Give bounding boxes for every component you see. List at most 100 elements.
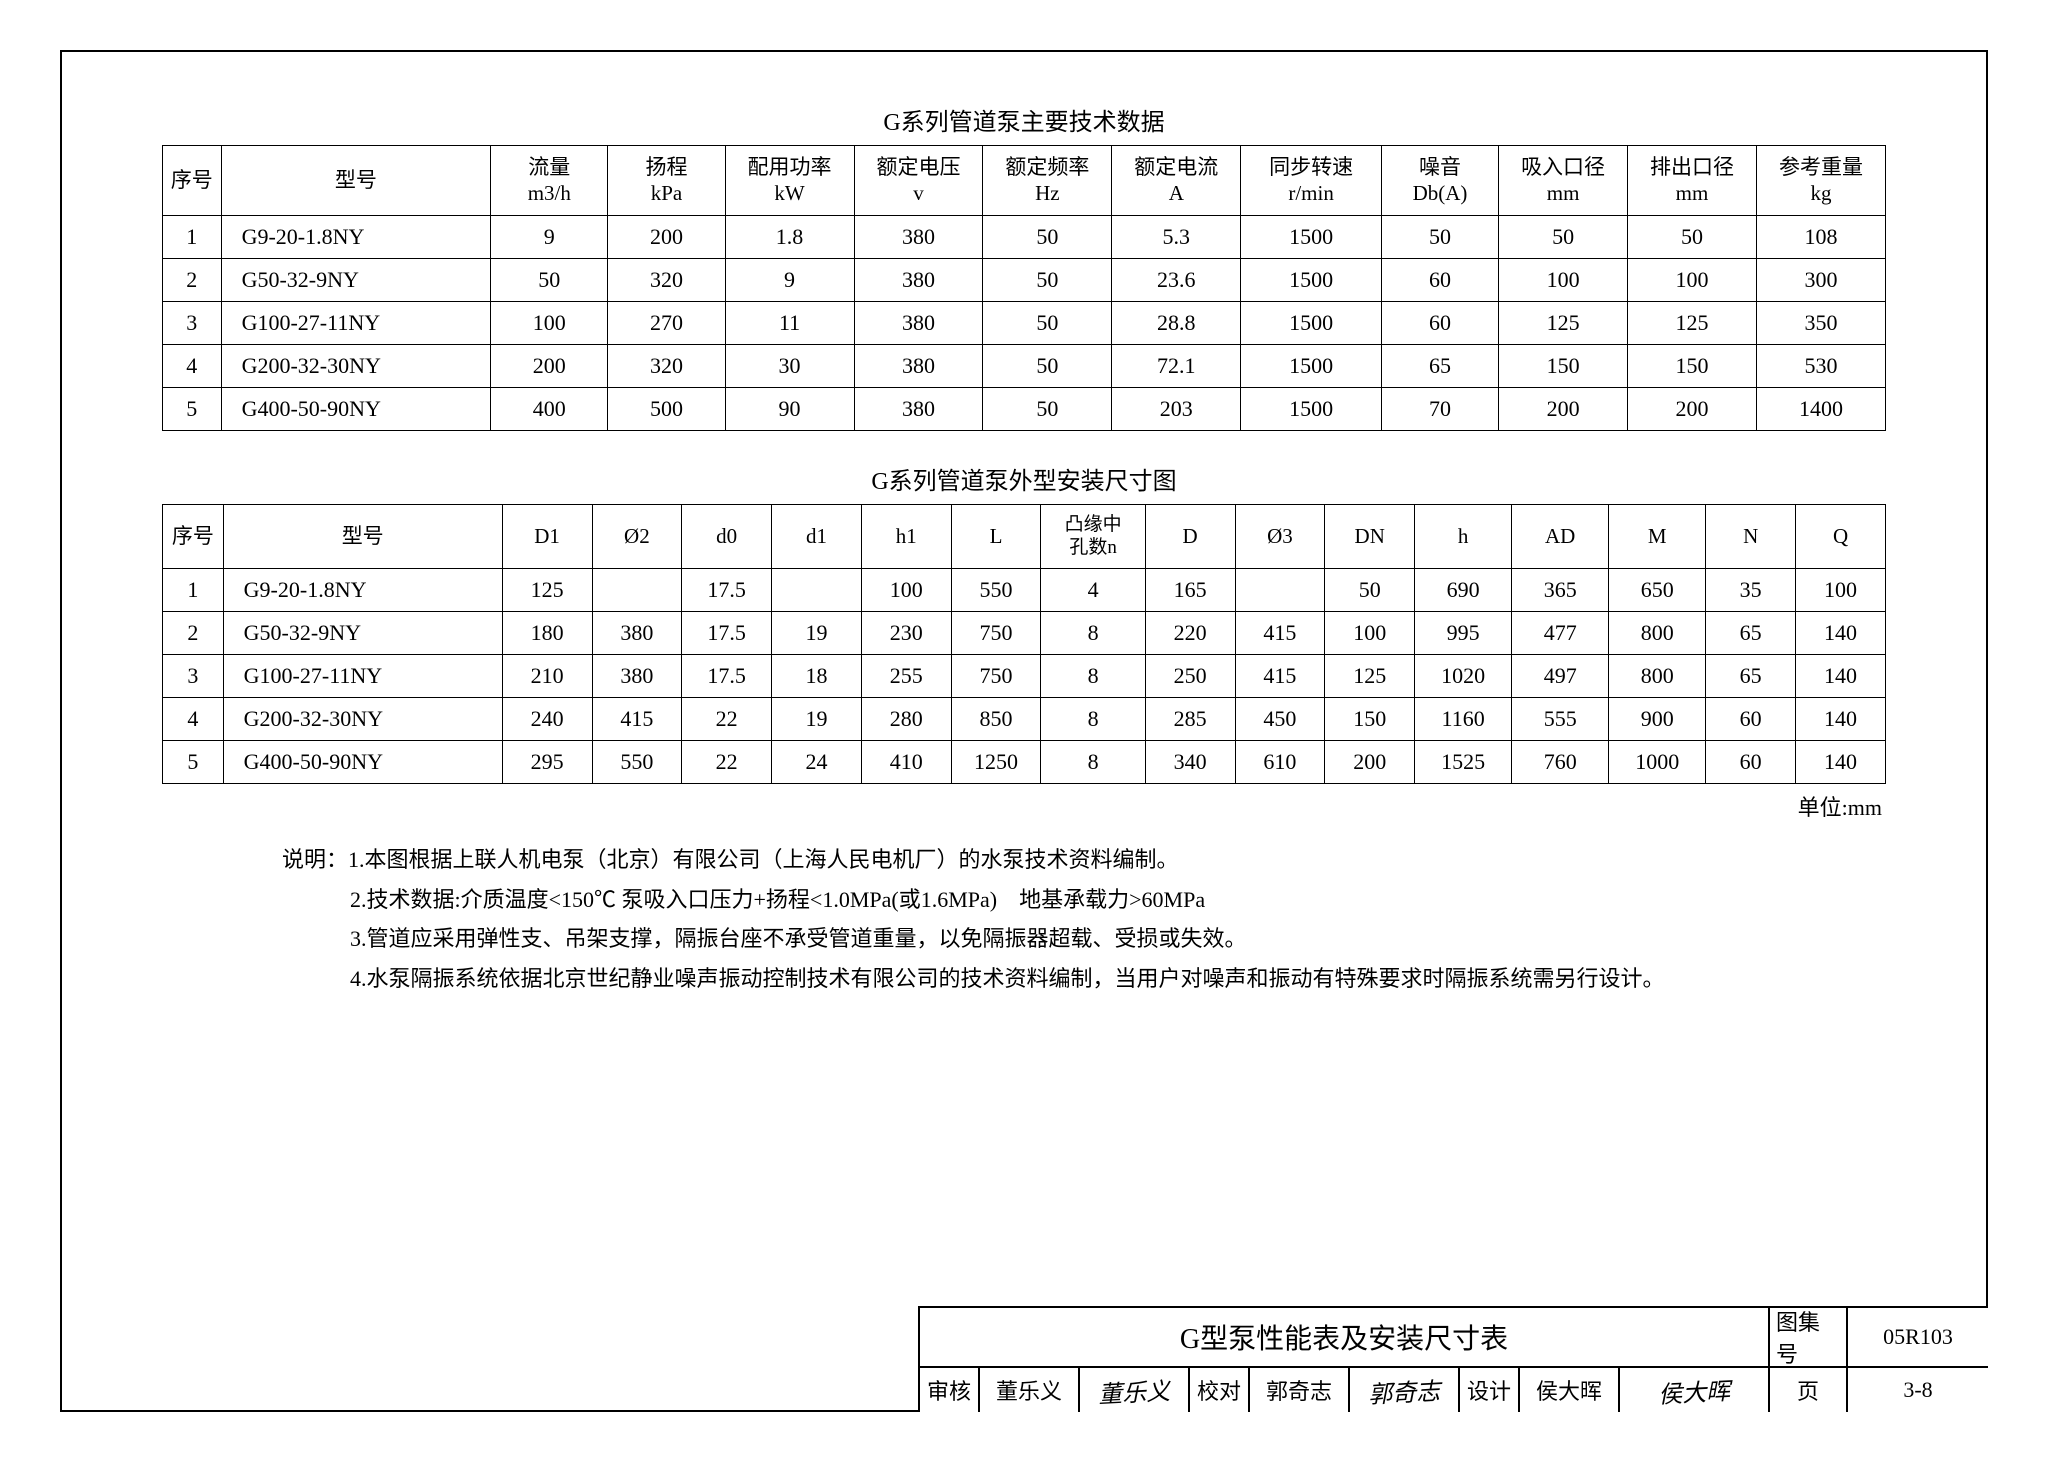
table2-cell: 555 (1512, 698, 1609, 741)
table1-cell: 125 (1499, 301, 1628, 344)
table1-cell: 200 (1628, 387, 1757, 430)
table2-cell: G400-50-90NY (223, 741, 502, 784)
table1-header-3: 扬程kPa (608, 146, 725, 216)
table2-cell: 415 (1235, 612, 1325, 655)
table-row: 5G400-50-90NY400500903805020315007020020… (163, 387, 1886, 430)
check-signature: 郭奇志 (1350, 1368, 1460, 1412)
table2-header-1: 型号 (223, 504, 502, 569)
table2-cell: 280 (861, 698, 951, 741)
table-row: 1G9-20-1.8NY12517.5100550416550690365650… (163, 569, 1886, 612)
table2-cell: 8 (1041, 655, 1145, 698)
table1-cell: 2 (163, 258, 222, 301)
table1-cell: 150 (1628, 344, 1757, 387)
design-signature: 侯大晖 (1620, 1368, 1770, 1412)
table2-cell: 5 (163, 741, 224, 784)
table2-cell: 250 (1145, 655, 1235, 698)
table2-cell: 65 (1706, 655, 1796, 698)
table2-header-9: D (1145, 504, 1235, 569)
table1-cell: 50 (983, 301, 1112, 344)
table2-cell: 140 (1796, 698, 1886, 741)
table2: 序号型号D1Ø2d0d1h1L凸缘中孔数nDØ3DNhADMNQ1G9-20-1… (162, 504, 1886, 785)
table1-cell: 100 (1628, 258, 1757, 301)
table2-cell: 140 (1796, 741, 1886, 784)
table1-header-1: 型号 (221, 146, 491, 216)
table2-cell: 60 (1706, 741, 1796, 784)
title-block: G型泵性能表及安装尺寸表 图集号 05R103 审核 董乐义 董乐义 校对 郭奇… (918, 1306, 1988, 1412)
table2-cell: 22 (682, 698, 772, 741)
table1-cell: G100-27-11NY (221, 301, 491, 344)
design-name: 侯大晖 (1520, 1368, 1620, 1412)
table1-cell: 50 (1628, 215, 1757, 258)
table2-cell: 365 (1512, 569, 1609, 612)
table2-cell: 17.5 (682, 569, 772, 612)
table2-cell: 140 (1796, 655, 1886, 698)
table1: 序号型号流量m3/h扬程kPa配用功率kW额定电压v额定频率Hz额定电流A同步转… (162, 145, 1886, 431)
table-row: 2G50-32-9NY18038017.51923075082204151009… (163, 612, 1886, 655)
table-row: 1G9-20-1.8NY92001.8380505.31500505050108 (163, 215, 1886, 258)
table1-header-0: 序号 (163, 146, 222, 216)
table1-cell: 320 (608, 258, 725, 301)
table2-header-11: DN (1325, 504, 1415, 569)
table2-cell: 285 (1145, 698, 1235, 741)
table-row: 3G100-27-11NY21038017.518255750825041512… (163, 655, 1886, 698)
table1-cell: 4 (163, 344, 222, 387)
table2-cell: 550 (951, 569, 1041, 612)
table1-cell: 203 (1112, 387, 1241, 430)
table2-cell: 150 (1325, 698, 1415, 741)
table2-cell: 240 (502, 698, 592, 741)
notes-prefix: 说明： (282, 847, 348, 872)
table1-header-8: 同步转速r/min (1241, 146, 1382, 216)
table2-header-2: D1 (502, 504, 592, 569)
table1-cell: 1.8 (725, 215, 854, 258)
review-signature: 董乐义 (1080, 1368, 1190, 1412)
table2-cell: 760 (1512, 741, 1609, 784)
page-label: 页 (1770, 1368, 1848, 1412)
table2-cell: 19 (772, 698, 862, 741)
table2-header-4: d0 (682, 504, 772, 569)
atlas-value: 05R103 (1848, 1308, 1988, 1366)
table2-cell: 230 (861, 612, 951, 655)
table1-cell: 125 (1628, 301, 1757, 344)
table1-cell: 60 (1381, 301, 1498, 344)
table1-header-12: 参考重量kg (1756, 146, 1885, 216)
table1-cell: 50 (983, 344, 1112, 387)
table2-cell: 65 (1706, 612, 1796, 655)
table1-cell: 28.8 (1112, 301, 1241, 344)
table1-cell: 90 (725, 387, 854, 430)
table2-cell: G100-27-11NY (223, 655, 502, 698)
table1-cell: 380 (854, 215, 983, 258)
table1-cell: 1500 (1241, 301, 1382, 344)
table2-header-15: N (1706, 504, 1796, 569)
table2-header-6: h1 (861, 504, 951, 569)
table2-cell (592, 569, 682, 612)
table2-header-16: Q (1796, 504, 1886, 569)
table-row: 5G400-50-90NY295550222441012508340610200… (163, 741, 1886, 784)
table1-cell: 60 (1381, 258, 1498, 301)
table1-cell: 200 (608, 215, 725, 258)
design-label: 设计 (1460, 1368, 1520, 1412)
table1-cell: G50-32-9NY (221, 258, 491, 301)
table2-cell: 35 (1706, 569, 1796, 612)
table1-cell: G9-20-1.8NY (221, 215, 491, 258)
table2-cell: 17.5 (682, 612, 772, 655)
table2-cell: 60 (1706, 698, 1796, 741)
table2-cell: 100 (1325, 612, 1415, 655)
table2-cell: 165 (1145, 569, 1235, 612)
table2-cell: 18 (772, 655, 862, 698)
table1-cell: 500 (608, 387, 725, 430)
table2-cell: 380 (592, 612, 682, 655)
table2-header-3: Ø2 (592, 504, 682, 569)
table2-cell: 450 (1235, 698, 1325, 741)
table1-cell: 400 (491, 387, 608, 430)
notes-line-3: 3.管道应采用弹性支、吊架支撑，隔振台座不承受管道重量，以免隔振器超载、受损或失… (282, 919, 1886, 959)
table1-cell: 200 (1499, 387, 1628, 430)
table2-cell: 100 (861, 569, 951, 612)
table1-cell: 50 (1381, 215, 1498, 258)
table1-cell: 320 (608, 344, 725, 387)
table1-cell: 9 (725, 258, 854, 301)
table2-cell: 4 (163, 698, 224, 741)
titleblock-main-title: G型泵性能表及安装尺寸表 (920, 1308, 1770, 1366)
table2-cell: 380 (592, 655, 682, 698)
table-row: 4G200-32-30NY240415221928085082854501501… (163, 698, 1886, 741)
table1-cell: 108 (1756, 215, 1885, 258)
